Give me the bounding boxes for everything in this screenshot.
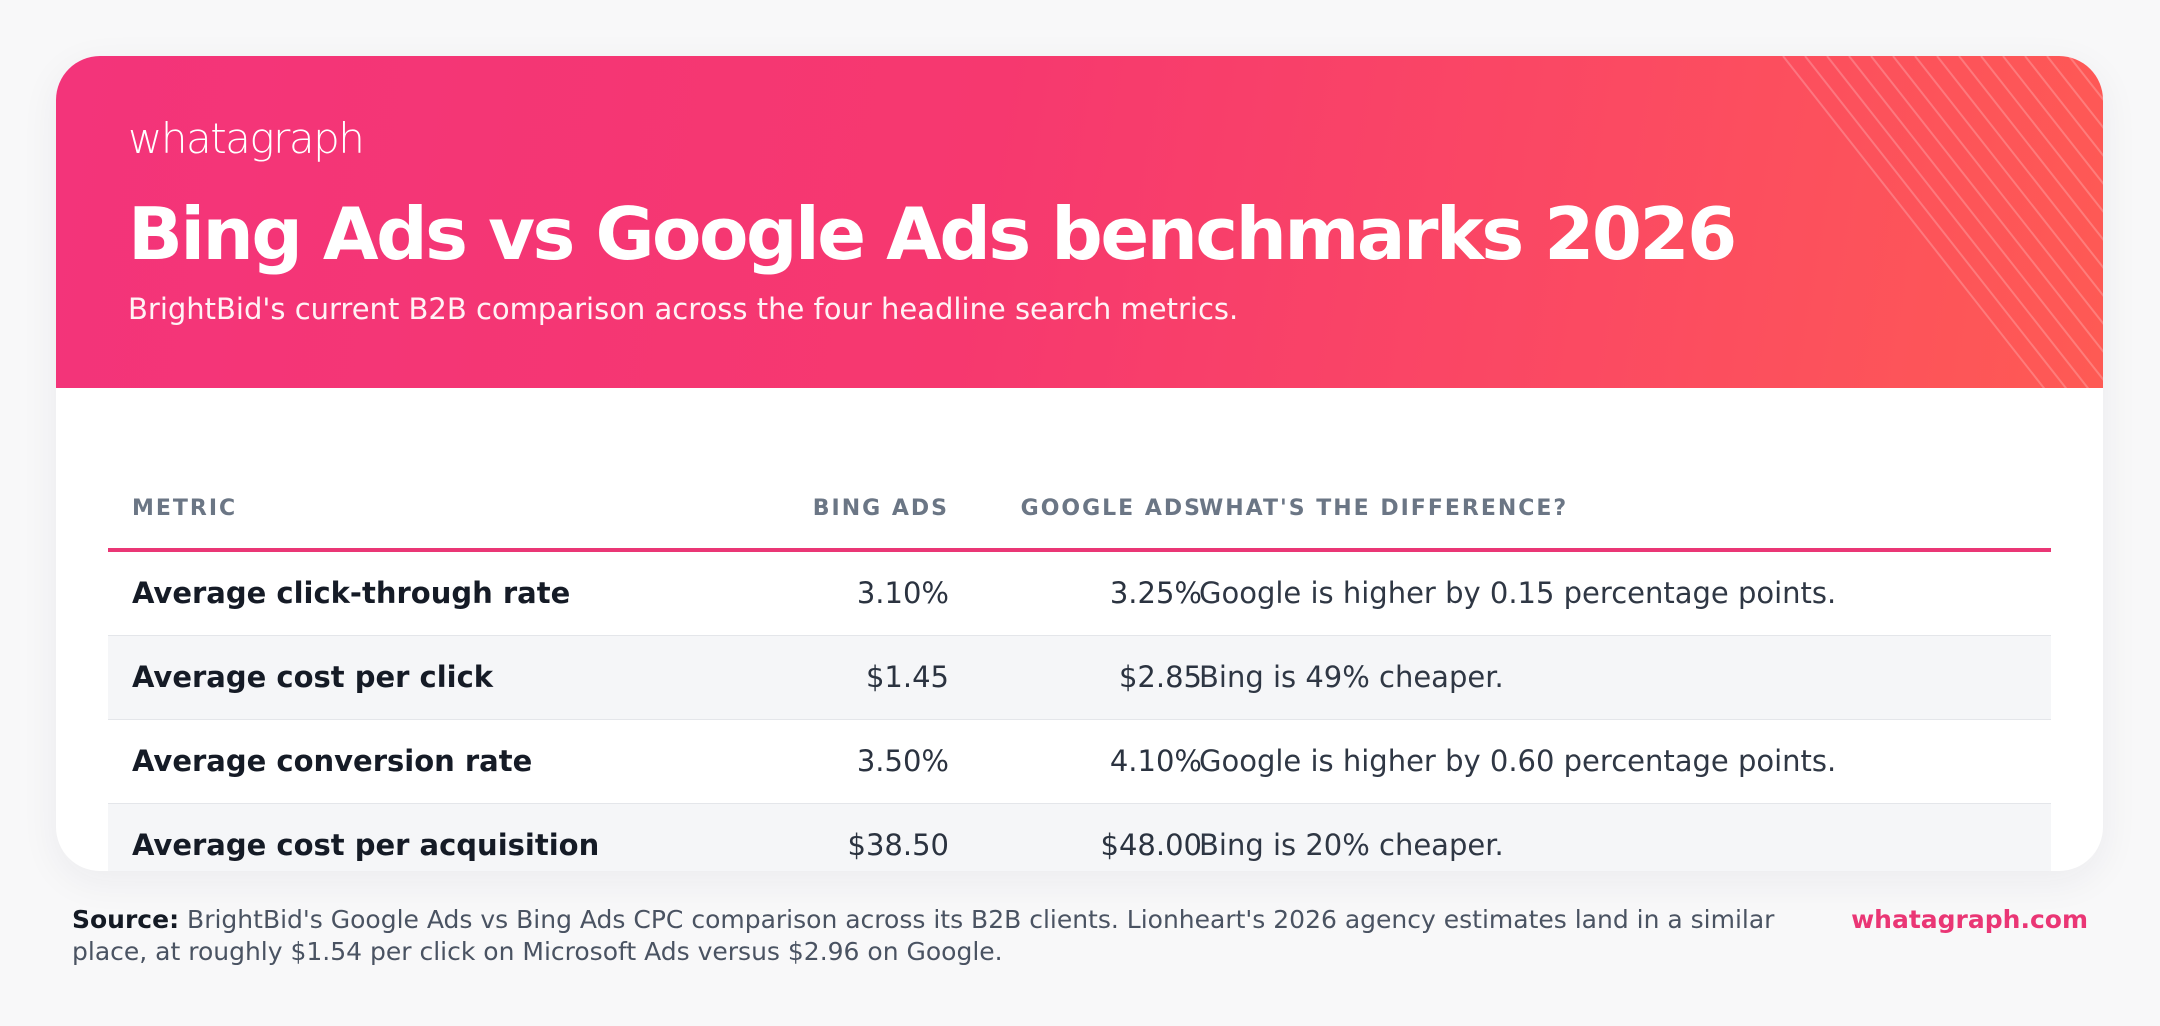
metric-cell: Average click-through rate xyxy=(132,576,571,610)
metric-cell: Average conversion rate xyxy=(132,744,533,778)
page-subtitle: BrightBid's current B2B comparison acros… xyxy=(128,292,1239,326)
bing-value-cell: $1.45 xyxy=(865,660,949,694)
table-row: Average click-through rate 3.10% 3.25% G… xyxy=(108,552,2051,636)
difference-cell: Bing is 20% cheaper. xyxy=(1199,828,1504,862)
benchmark-table: METRIC BING ADS GOOGLE ADS WHAT'S THE DI… xyxy=(108,434,2051,871)
table-row: Average conversion rate 3.50% 4.10% Goog… xyxy=(108,720,2051,804)
google-value-cell: 4.10% xyxy=(1109,744,1202,778)
google-value-cell: 3.25% xyxy=(1109,576,1202,610)
column-header-bing-ads: BING ADS xyxy=(812,496,949,521)
page-title: Bing Ads vs Google Ads benchmarks 2026 xyxy=(128,192,1737,276)
difference-cell: Google is higher by 0.15 percentage poin… xyxy=(1199,576,1837,610)
difference-cell: Google is higher by 0.60 percentage poin… xyxy=(1199,744,1837,778)
column-header-metric: METRIC xyxy=(132,496,238,521)
google-value-cell: $48.00 xyxy=(1100,828,1202,862)
column-header-google-ads: GOOGLE ADS xyxy=(1020,496,1202,521)
bing-value-cell: 3.10% xyxy=(856,576,949,610)
diagonal-stripes-decoration xyxy=(1782,56,2103,388)
column-header-difference: WHAT'S THE DIFFERENCE? xyxy=(1199,496,1569,521)
google-value-cell: $2.85 xyxy=(1118,660,1202,694)
table-row: Average cost per acquisition $38.50 $48.… xyxy=(108,804,2051,871)
hero-banner: whatagraph Bing Ads vs Google Ads benchm… xyxy=(56,56,2103,388)
bing-value-cell: 3.50% xyxy=(856,744,949,778)
table-row: Average cost per click $1.45 $2.85 Bing … xyxy=(108,636,2051,720)
source-text: BrightBid's Google Ads vs Bing Ads CPC c… xyxy=(72,905,1775,966)
metric-cell: Average cost per acquisition xyxy=(132,828,600,862)
source-note: Source: BrightBid's Google Ads vs Bing A… xyxy=(72,904,1812,968)
bing-value-cell: $38.50 xyxy=(847,828,949,862)
source-label: Source: xyxy=(72,905,180,934)
table-header: METRIC BING ADS GOOGLE ADS WHAT'S THE DI… xyxy=(108,434,2051,552)
whatagraph-logo: whatagraph xyxy=(128,114,365,163)
difference-cell: Bing is 49% cheaper. xyxy=(1199,660,1504,694)
benchmark-card: whatagraph Bing Ads vs Google Ads benchm… xyxy=(56,56,2103,871)
metric-cell: Average cost per click xyxy=(132,660,494,694)
site-link[interactable]: whatagraph.com xyxy=(1851,905,2088,934)
